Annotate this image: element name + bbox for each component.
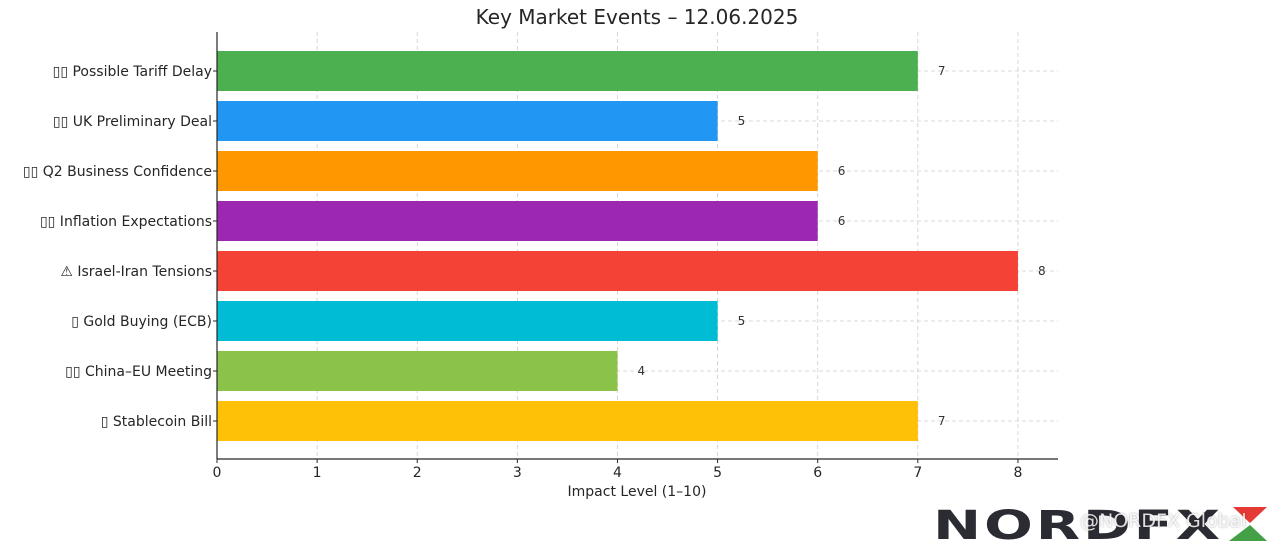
- ticks: ▯▯ Possible Tariff Delay ▯▯ UK Preliminar…: [23, 64, 1023, 481]
- bar: [217, 51, 918, 91]
- x-tick-label: 7: [913, 465, 922, 481]
- nordfx-logo: NORDFX: [933, 507, 1267, 541]
- bar: [217, 251, 1018, 291]
- bar: [217, 151, 818, 191]
- x-tick-label: 6: [813, 465, 822, 481]
- category-label: ⚠ Israel-Iran Tensions: [60, 264, 212, 280]
- data-label: 7: [938, 414, 946, 428]
- x-tick-label: 3: [513, 465, 522, 481]
- bar: [217, 301, 718, 341]
- x-tick-label: 8: [1013, 465, 1022, 481]
- logo-text: NORDFX: [933, 507, 1223, 541]
- category-label: ▯▯ Inflation Expectations: [40, 214, 212, 230]
- x-axis-label: Impact Level (1–10): [568, 484, 707, 500]
- bar: [217, 201, 818, 241]
- bar: [217, 101, 718, 141]
- logo-accent-red: [1233, 507, 1267, 523]
- category-label: ▯ Gold Buying (ECB): [71, 314, 212, 330]
- axes: [216, 32, 1058, 460]
- data-label: 5: [738, 314, 746, 328]
- category-label: ▯ Stablecoin Bill: [101, 414, 212, 430]
- category-label: ▯▯ UK Preliminary Deal: [53, 114, 212, 130]
- logo-accent-green: [1229, 525, 1267, 541]
- category-label: ▯▯ China–EU Meeting: [65, 364, 212, 380]
- bar: [217, 351, 618, 391]
- category-label: ▯▯ Q2 Business Confidence: [23, 164, 212, 180]
- data-label: 6: [838, 164, 846, 178]
- x-tick-label: 4: [613, 465, 622, 481]
- data-label: 4: [637, 364, 645, 378]
- x-tick-label: 2: [413, 465, 422, 481]
- data-label: 6: [838, 214, 846, 228]
- bar: [217, 401, 918, 441]
- grid: [216, 32, 1058, 459]
- category-label: ▯▯ Possible Tariff Delay: [53, 64, 212, 80]
- bars: 7 5 6 6 8 5 4 7: [217, 51, 1046, 441]
- chart-title: Key Market Events – 12.06.2025: [476, 5, 799, 29]
- data-label: 7: [938, 64, 946, 78]
- watermark: @NORDFX Global: [1080, 510, 1247, 532]
- data-label: 5: [738, 114, 746, 128]
- x-tick-label: 5: [713, 465, 722, 481]
- x-tick-label: 1: [313, 465, 322, 481]
- data-label: 8: [1038, 264, 1046, 278]
- x-tick-label: 0: [213, 465, 222, 481]
